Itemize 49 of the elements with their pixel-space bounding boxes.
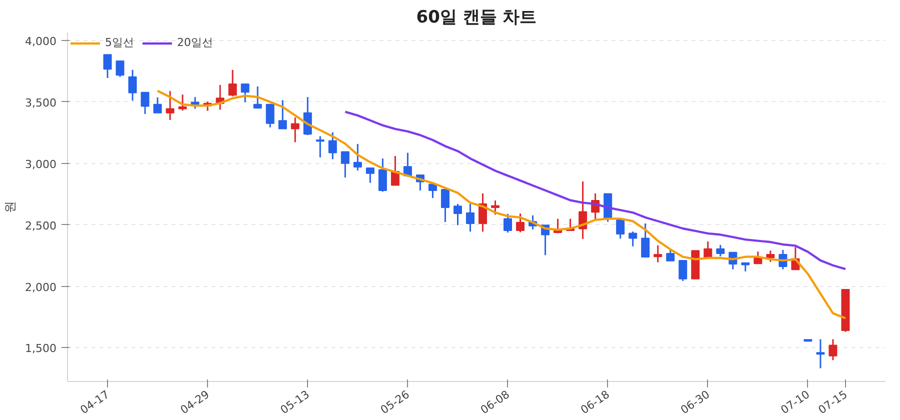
y-tick-label: 2,000 <box>25 280 57 294</box>
candlestick <box>666 249 675 262</box>
candlestick <box>240 83 250 104</box>
y-axis-title: 원 <box>3 201 18 213</box>
candlestick <box>140 92 150 115</box>
candlestick <box>278 99 287 130</box>
candlestick <box>316 135 324 158</box>
candlestick <box>153 96 162 114</box>
legend-label: 5일선 <box>105 35 134 50</box>
candlestick <box>440 188 450 223</box>
candlestick <box>228 69 237 98</box>
y-tick-label: 4,000 <box>25 34 57 48</box>
candlestick <box>128 69 137 102</box>
candlestick <box>366 167 374 184</box>
candlestick <box>828 338 838 361</box>
candlestick <box>816 338 825 369</box>
legend-label: 20일선 <box>177 35 213 50</box>
candlestick <box>616 219 625 240</box>
candlestick <box>166 90 174 121</box>
candlestick <box>116 60 124 78</box>
candlestick <box>466 203 474 232</box>
y-tick-label: 2,500 <box>25 219 57 232</box>
candlestick <box>428 184 437 199</box>
candlestick <box>453 203 462 226</box>
candlestick <box>328 132 337 160</box>
candlestick <box>678 260 688 282</box>
y-tick-label: 3,500 <box>25 96 57 110</box>
candlestick <box>178 94 187 112</box>
line-series <box>156 90 847 320</box>
candlestick <box>516 212 525 234</box>
line-series <box>344 110 847 270</box>
candlestick <box>353 143 362 172</box>
candlestick <box>654 244 662 264</box>
y-tick-label: 3,000 <box>25 158 57 171</box>
candlestick <box>253 86 262 110</box>
candlestick <box>716 244 725 258</box>
candlestick <box>266 104 274 128</box>
y-tick-label: 1,500 <box>25 342 57 356</box>
candlestick <box>766 250 775 263</box>
chart-title: 60일 캔들 차트 <box>416 8 537 28</box>
candlestick <box>290 116 300 143</box>
candlestick <box>103 54 112 79</box>
candlestick <box>190 96 200 110</box>
candlestick <box>378 158 387 192</box>
candlestick <box>641 222 650 258</box>
candlestick <box>340 150 350 178</box>
candlestick <box>504 213 512 234</box>
candlestick <box>491 200 500 216</box>
candlestick <box>628 230 638 248</box>
